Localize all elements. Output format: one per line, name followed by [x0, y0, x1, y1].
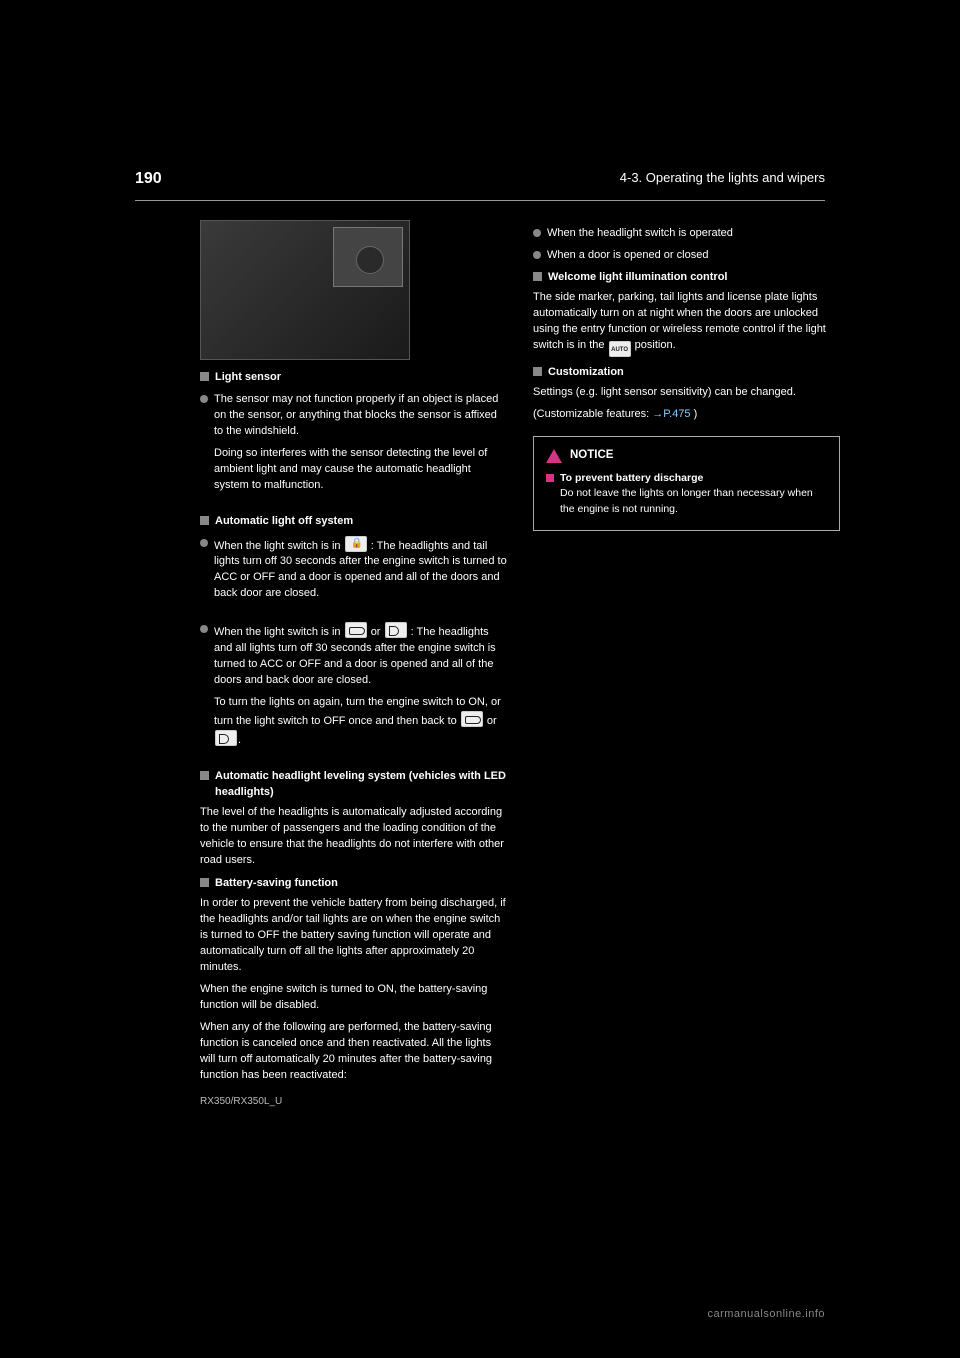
model-identifier: RX350/RX350L_U [200, 1096, 840, 1107]
notice-body: Do not leave the lights on longer than n… [560, 486, 827, 518]
body-text: When the light switch is in or : The hea… [214, 622, 507, 755]
section-title: Automatic light off system [215, 514, 353, 530]
section-title: Battery-saving function [215, 876, 338, 892]
sensor-figure [200, 220, 410, 360]
bullet-row: The sensor may not function properly if … [200, 392, 507, 508]
paragraph: In order to prevent the vehicle battery … [200, 896, 507, 976]
dot-bullet-icon [533, 229, 541, 237]
headlight-icon [385, 622, 407, 638]
square-bullet-icon [200, 878, 209, 887]
paragraph: The sensor may not function properly if … [214, 392, 507, 440]
list-text: When a door is opened or closed [547, 248, 708, 264]
dot-bullet-icon [200, 395, 208, 403]
auto-icon: AUTO [609, 341, 631, 357]
paragraph: When the light switch is in or : The hea… [214, 622, 507, 689]
body-text: Settings (e.g. light sensor sensitivity)… [533, 385, 840, 423]
left-column: Light sensor The sensor may not function… [200, 220, 507, 1092]
dot-bullet-icon [533, 251, 541, 259]
section-title: Customization [548, 365, 624, 381]
content-columns: Light sensor The sensor may not function… [200, 220, 840, 1092]
section-battery-saving: Battery-saving function [200, 876, 507, 892]
square-bullet-icon [533, 367, 542, 376]
paragraph: The side marker, parking, tail lights an… [533, 290, 840, 357]
section-welcome-light: Welcome light illumination control [533, 270, 840, 286]
section-title: Automatic headlight leveling system (veh… [215, 769, 507, 801]
lock-icon [345, 536, 367, 552]
square-bullet-icon [200, 372, 209, 381]
watermark: carmanualsonline.info [707, 1308, 825, 1320]
notice-title: To prevent battery discharge [560, 471, 827, 487]
paragraph: Doing so interferes with the sensor dete… [214, 446, 507, 494]
header-rule [135, 200, 825, 201]
body-text: When the light switch is in : The headli… [214, 536, 507, 609]
text-run: To turn the lights on again, turn the en… [214, 696, 501, 727]
paragraph: When any of the following are performed,… [200, 1020, 507, 1084]
paragraph: When the light switch is in : The headli… [214, 536, 507, 603]
page-number: 190 [135, 170, 162, 188]
text-run: (Customizable features: [533, 408, 652, 420]
notice-header: NOTICE [546, 447, 827, 464]
parking-light-icon [345, 622, 367, 638]
square-bullet-icon [200, 516, 209, 525]
section-auto-leveling: Automatic headlight leveling system (veh… [200, 769, 507, 801]
page-reference-link[interactable]: →P.475 [652, 408, 690, 420]
text-run: The side marker, parking, tail lights an… [533, 291, 826, 351]
text-run: or [487, 715, 497, 727]
body-text: The sensor may not function properly if … [214, 392, 507, 500]
section-title: Welcome light illumination control [548, 270, 727, 286]
text-run: position. [635, 339, 676, 351]
right-column: When the headlight switch is operated Wh… [533, 220, 840, 1092]
sensor-figure-inset [333, 227, 403, 287]
paragraph: Settings (e.g. light sensor sensitivity)… [533, 385, 840, 401]
section-customization: Customization [533, 365, 840, 381]
page-root: 190 4-3. Operating the lights and wipers… [0, 0, 960, 1358]
bullet-row: When a door is opened or closed [533, 248, 840, 264]
notice-label: NOTICE [570, 447, 613, 464]
pink-square-icon [546, 474, 554, 482]
text-run: When the light switch is in [214, 626, 341, 638]
section-auto-light-off: Automatic light off system [200, 514, 507, 530]
paragraph: To turn the lights on again, turn the en… [214, 695, 507, 749]
paragraph: The level of the headlights is automatic… [200, 805, 507, 869]
dot-bullet-icon [200, 539, 208, 547]
dot-bullet-icon [200, 625, 208, 633]
square-bullet-icon [533, 272, 542, 281]
bullet-row: When the light switch is in or : The hea… [200, 622, 507, 763]
parking-light-icon [461, 711, 483, 727]
list-text: When the headlight switch is operated [547, 226, 733, 242]
body-text: The level of the headlights is automatic… [200, 805, 507, 869]
text-run: When the light switch is in [214, 540, 341, 552]
headlight-icon [215, 730, 237, 746]
text-run: ) [694, 408, 698, 420]
body-text: The side marker, parking, tail lights an… [533, 290, 840, 357]
notice-box: NOTICE To prevent battery discharge Do n… [533, 436, 840, 531]
header-section: 4-3. Operating the lights and wipers [620, 170, 825, 185]
bullet-row: When the headlight switch is operated [533, 226, 840, 242]
notice-content: To prevent battery discharge Do not leav… [560, 471, 827, 518]
text-run: or [371, 626, 381, 638]
square-bullet-icon [200, 771, 209, 780]
section-light-sensor: Light sensor [200, 370, 507, 386]
notice-item: To prevent battery discharge Do not leav… [546, 471, 827, 518]
paragraph: When the engine switch is turned to ON, … [200, 982, 507, 1014]
paragraph: (Customizable features: →P.475 ) [533, 407, 840, 423]
bullet-row: When the light switch is in : The headli… [200, 536, 507, 617]
section-title: Light sensor [215, 370, 281, 386]
warning-triangle-icon [546, 449, 562, 463]
body-text: In order to prevent the vehicle battery … [200, 896, 507, 1083]
